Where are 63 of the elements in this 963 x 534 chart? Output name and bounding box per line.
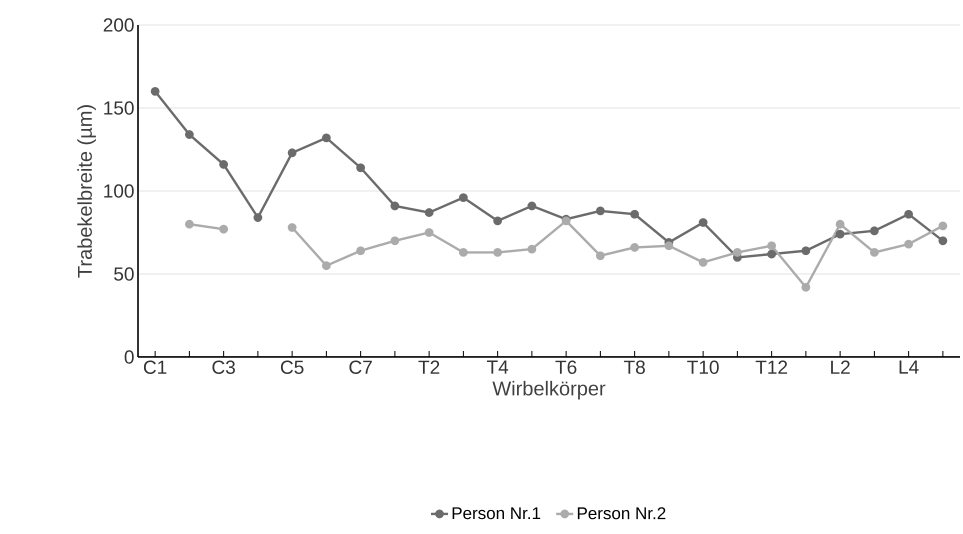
- legend-label: Person Nr.2: [578, 507, 666, 520]
- point: [184, 130, 194, 139]
- point: [424, 228, 434, 237]
- point: [664, 241, 674, 250]
- point: [527, 244, 536, 254]
- x-tick-label: C5: [280, 360, 304, 374]
- x-tick-label: C1: [144, 360, 166, 374]
- point: [288, 148, 297, 158]
- x-tick-label: C3: [212, 360, 235, 374]
- point: [322, 133, 331, 142]
- x-tick-label: T10: [687, 360, 719, 374]
- x-tick-label: T6: [555, 360, 576, 374]
- point: [698, 218, 708, 227]
- point: [390, 202, 400, 210]
- point: [938, 221, 948, 230]
- x-tick-label: L2: [831, 360, 850, 374]
- point: [253, 213, 262, 222]
- y-tick-label: 150: [104, 101, 134, 115]
- point: [458, 193, 468, 202]
- point: [767, 241, 776, 250]
- point: [596, 206, 605, 216]
- point: [493, 216, 502, 226]
- point: [904, 210, 914, 219]
- point: [322, 261, 331, 270]
- point: [801, 246, 810, 256]
- point: [630, 210, 640, 219]
- point: [732, 248, 742, 257]
- x-axis-title: Wirbelkörper: [492, 380, 606, 400]
- point: [219, 224, 228, 234]
- point: [219, 160, 228, 169]
- point: [836, 220, 845, 229]
- y-tick-label: 0: [124, 350, 134, 364]
- point: [493, 248, 502, 257]
- point: [767, 250, 776, 258]
- point: [596, 251, 605, 260]
- x-tick-label: T12: [756, 360, 788, 374]
- y-tick-label: 50: [114, 267, 134, 281]
- point: [630, 243, 640, 252]
- y-tick-label: 100: [104, 184, 134, 198]
- point: [698, 258, 708, 267]
- point: [288, 223, 297, 232]
- legend-label: Person Nr.1: [452, 507, 540, 520]
- point: [424, 208, 434, 217]
- x-tick-label: C7: [349, 360, 372, 374]
- y-axis-title: Trabekelbreite (µm): [77, 105, 96, 278]
- x-tick-label: L4: [900, 360, 919, 374]
- point: [904, 240, 914, 249]
- point: [527, 202, 536, 210]
- point: [836, 230, 845, 239]
- point: [938, 236, 948, 246]
- point: [870, 248, 879, 257]
- point: [150, 86, 160, 96]
- point: [390, 236, 400, 246]
- x-tick-label: T4: [486, 360, 508, 374]
- point: [458, 248, 468, 257]
- y-tick-label: 200: [104, 18, 134, 32]
- point: [356, 246, 366, 256]
- point: [801, 282, 810, 292]
- point: [184, 220, 194, 229]
- point: [870, 226, 879, 236]
- point: [356, 163, 366, 172]
- x-tick-label: T8: [624, 360, 645, 374]
- x-tick-label: T2: [418, 360, 440, 374]
